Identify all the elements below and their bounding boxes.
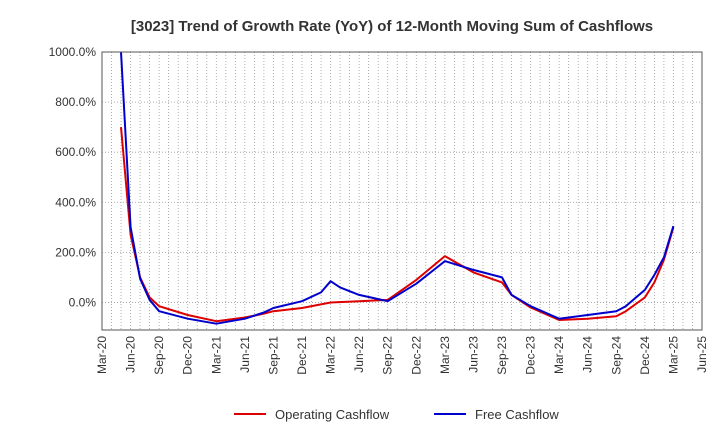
x-tick-label: Mar-22 bbox=[324, 336, 338, 374]
y-axis-ticks: 1000.0% 800.0% 600.0% 400.0% 200.0% 0.0% bbox=[49, 45, 97, 309]
y-tick-label: 600.0% bbox=[55, 145, 96, 159]
x-tick-label: Dec-24 bbox=[638, 336, 652, 375]
x-tick-label: Dec-22 bbox=[409, 336, 423, 375]
legend-label-operating-cashflow: Operating Cashflow bbox=[275, 407, 390, 422]
x-tick-label: Mar-25 bbox=[666, 336, 680, 374]
plot-area bbox=[102, 52, 702, 330]
x-tick-label: Mar-20 bbox=[95, 336, 109, 374]
x-tick-label: Mar-21 bbox=[209, 336, 223, 374]
x-tick-label: Jun-21 bbox=[238, 336, 252, 373]
chart-title: [3023] Trend of Growth Rate (YoY) of 12-… bbox=[131, 18, 653, 35]
series-line-free-cashflow bbox=[120, 52, 675, 325]
y-tick-label: 1000.0% bbox=[49, 45, 97, 59]
x-tick-label: Dec-20 bbox=[181, 336, 195, 375]
x-tick-label: Sep-23 bbox=[495, 336, 509, 375]
x-tick-label: Jun-22 bbox=[352, 336, 366, 373]
x-tick-label: Jun-25 bbox=[695, 336, 709, 373]
y-tick-label: 0.0% bbox=[69, 295, 97, 309]
x-tick-label: Sep-21 bbox=[266, 336, 280, 375]
y-tick-label: 200.0% bbox=[55, 245, 96, 259]
x-tick-label: Mar-24 bbox=[552, 336, 566, 374]
grid-layer bbox=[102, 51, 702, 330]
x-tick-label: Sep-20 bbox=[152, 336, 166, 375]
x-tick-label: Dec-23 bbox=[524, 336, 538, 375]
legend: Operating Cashflow Free Cashflow bbox=[234, 407, 559, 422]
x-tick-label: Mar-23 bbox=[438, 336, 452, 374]
y-tick-label: 400.0% bbox=[55, 195, 96, 209]
y-tick-label: 800.0% bbox=[55, 95, 96, 109]
plot-frame bbox=[101, 51, 703, 331]
x-tick-label: Dec-21 bbox=[295, 336, 309, 375]
x-axis-ticks: Mar-20 Jun-20 Sep-20 Dec-20 Mar-21 Jun-21 Sep-… bbox=[95, 336, 709, 375]
x-tick-label: Jun-20 bbox=[124, 336, 138, 373]
series-layer bbox=[120, 52, 675, 325]
x-tick-label: Jun-24 bbox=[581, 336, 595, 373]
x-tick-label: Jun-23 bbox=[466, 336, 480, 373]
legend-label-free-cashflow: Free Cashflow bbox=[475, 407, 559, 422]
series-line-operating-cashflow bbox=[120, 127, 675, 323]
x-tick-label: Sep-24 bbox=[609, 336, 623, 375]
x-tick-label: Sep-22 bbox=[381, 336, 395, 375]
